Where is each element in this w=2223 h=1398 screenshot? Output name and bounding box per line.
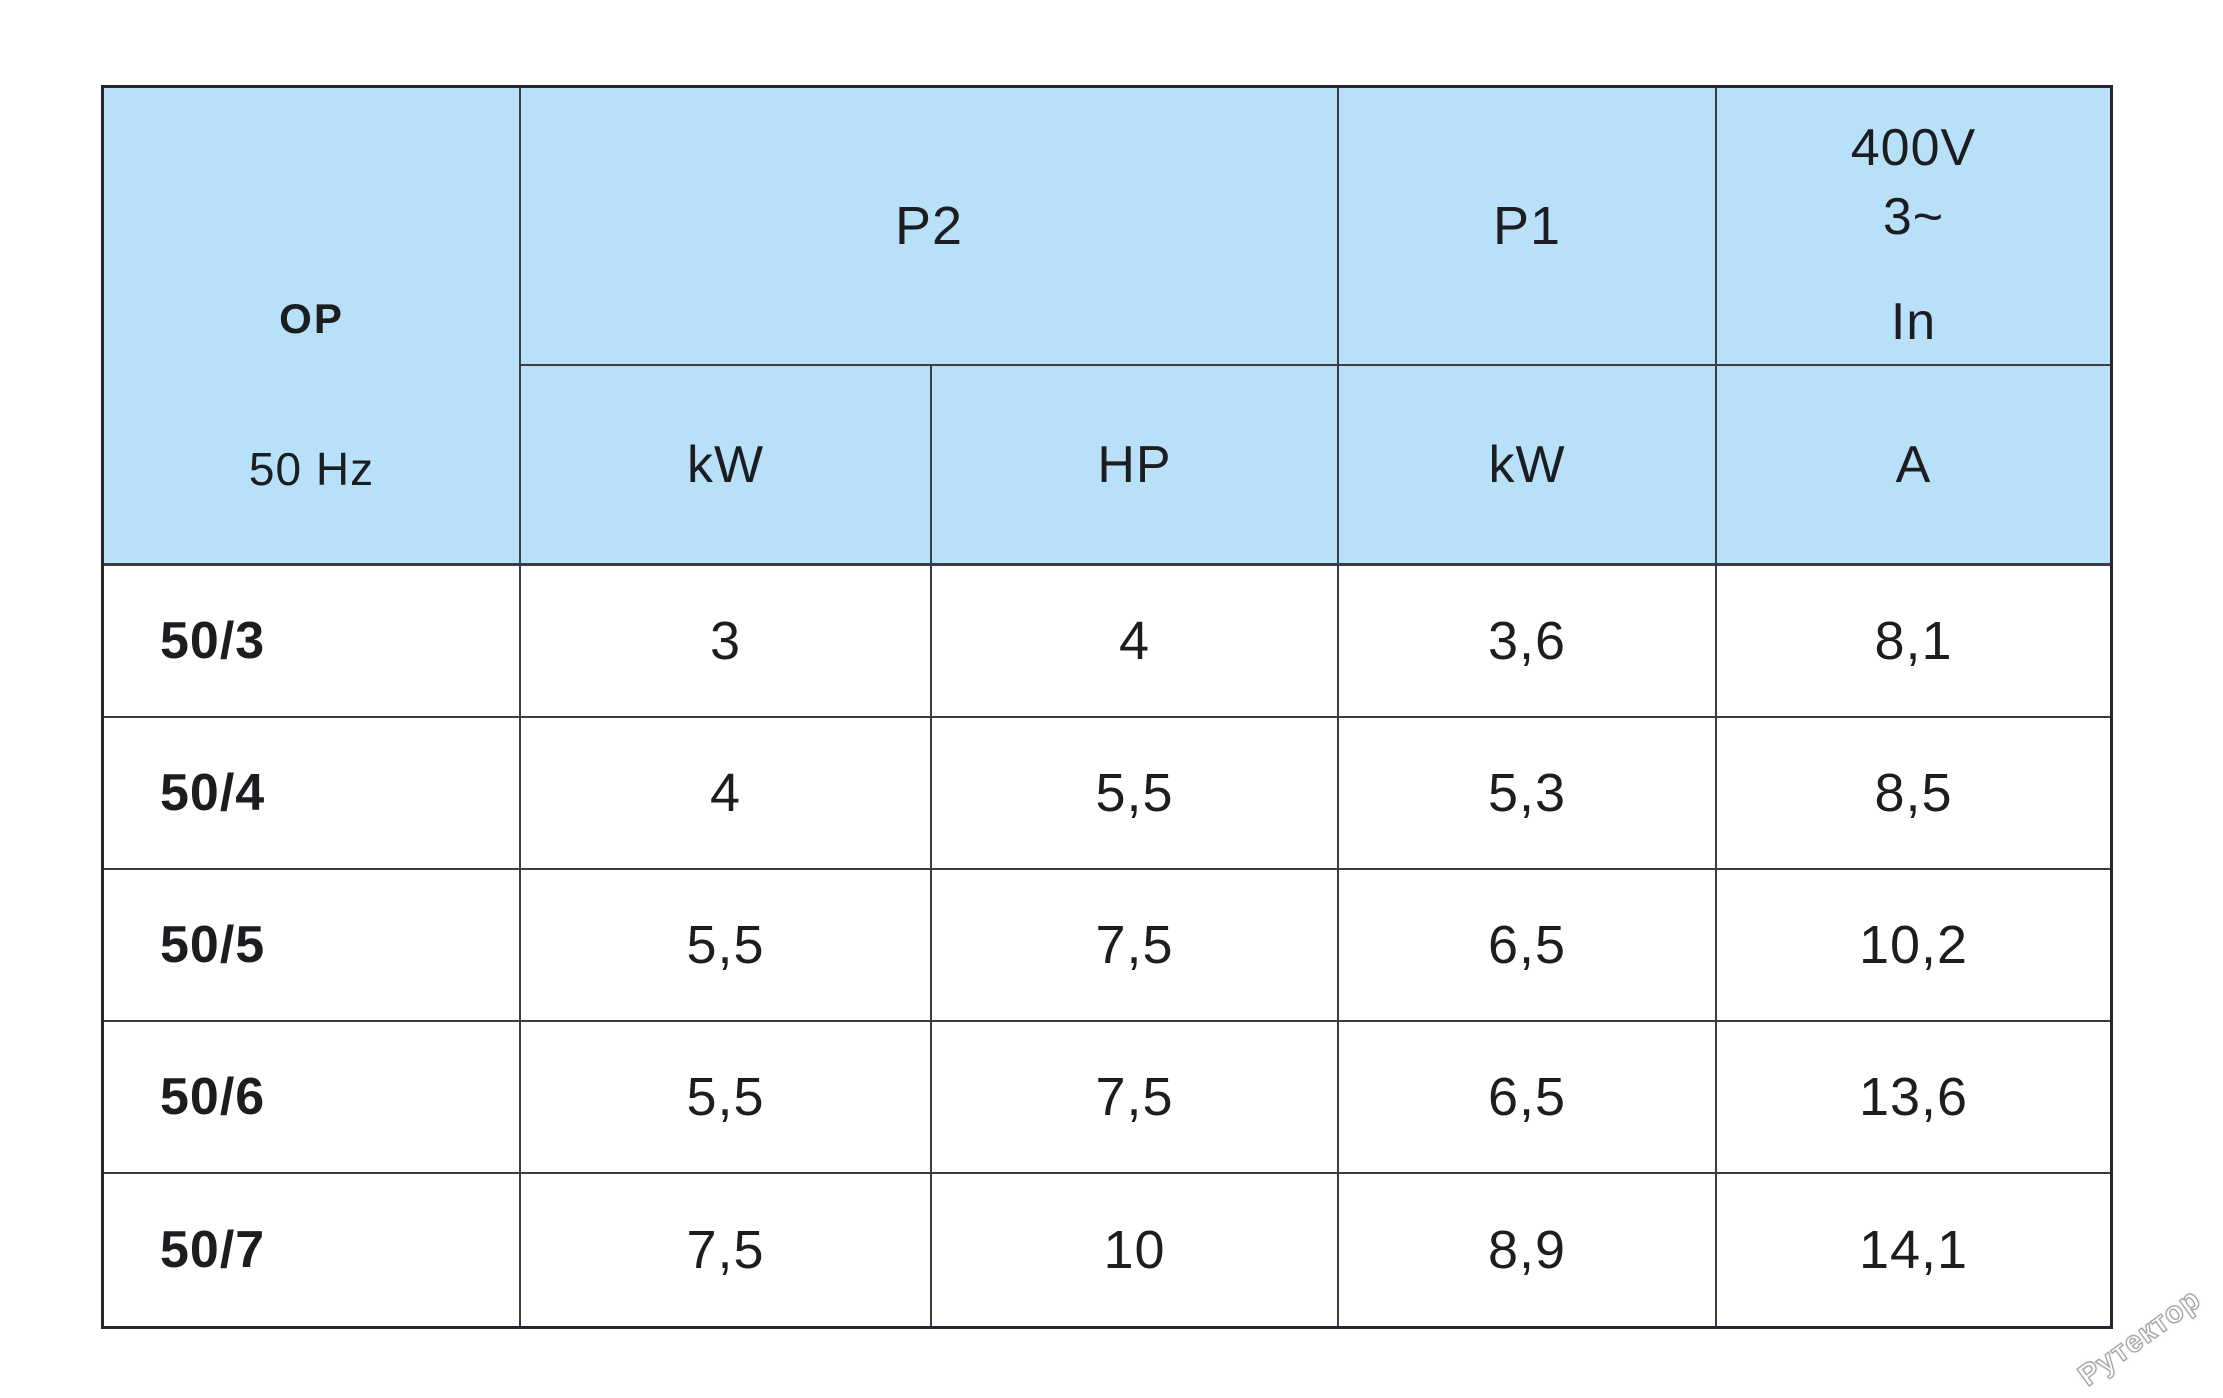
value-cell-p2-kw: 3 xyxy=(521,566,932,718)
value-cell-current: 8,1 xyxy=(1717,566,2110,718)
model-cell: 50/6 xyxy=(104,1022,521,1174)
value-cell-p1-kw: 6,5 xyxy=(1339,870,1717,1022)
value-cell-p2-hp: 10 xyxy=(932,1174,1339,1326)
header-cell-voltage: 400V 3~ In xyxy=(1717,88,2110,366)
header-cell-p2-group: P2 xyxy=(521,88,1339,366)
value-cell-current: 13,6 xyxy=(1717,1022,2110,1174)
value-cell-p2-kw: 7,5 xyxy=(521,1174,932,1326)
nominal-current-label: In xyxy=(1890,293,1937,352)
phase-label: 3~ xyxy=(1882,188,1945,247)
unit-cell-current-a: A xyxy=(1717,366,2110,566)
value-cell-p2-hp: 7,5 xyxy=(932,870,1339,1022)
unit-cell-p2-kw: kW xyxy=(521,366,932,566)
value-cell-p2-kw: 4 xyxy=(521,718,932,870)
header-cell-p1-group: P1 xyxy=(1339,88,1717,366)
unit-cell-p2-hp: HP xyxy=(932,366,1339,566)
voltage-label: 400V xyxy=(1850,119,1977,178)
value-cell-p2-kw: 5,5 xyxy=(521,870,932,1022)
value-cell-p1-kw: 5,3 xyxy=(1339,718,1717,870)
value-cell-current: 14,1 xyxy=(1858,1220,1969,1280)
op-label: OP xyxy=(279,295,344,343)
model-cell: 50/3 xyxy=(104,566,521,718)
p2-kw-unit-label: kW xyxy=(686,435,765,494)
unit-cell-p1-kw: kW xyxy=(1339,366,1717,566)
pump-spec-table: OP 50 Hz P2 P1 400V 3~ In kW HP kW A 50/… xyxy=(101,85,2113,1329)
header-cell-op-50hz: OP 50 Hz xyxy=(104,88,521,566)
current-unit-label: A xyxy=(1895,435,1932,494)
model-cell: 50/7 xyxy=(104,1174,521,1326)
model-cell: 50/5 xyxy=(104,870,521,1022)
value-cell-p1-kw: 3,6 xyxy=(1339,566,1717,718)
p2-hp-unit-label: HP xyxy=(1097,435,1172,494)
value-cell-p2-hp: 5,5 xyxy=(932,718,1339,870)
p1-group-label: P1 xyxy=(1492,196,1562,256)
p1-kw-unit-label: kW xyxy=(1488,435,1566,494)
frequency-label: 50 Hz xyxy=(248,443,375,496)
value-cell-p1-kw: 6,5 xyxy=(1339,1022,1717,1174)
p2-group-label: P2 xyxy=(894,196,964,256)
value-cell-current: 8,5 xyxy=(1717,718,2110,870)
model-cell: 50/4 xyxy=(104,718,521,870)
value-cell-p2-hp: 4 xyxy=(932,566,1339,718)
value-cell-p1-kw: 8,9 xyxy=(1339,1174,1717,1326)
value-cell-current: 10,2 xyxy=(1717,870,2110,1022)
value-cell-p2-hp: 7,5 xyxy=(932,1022,1339,1174)
value-cell-p2-kw: 5,5 xyxy=(521,1022,932,1174)
